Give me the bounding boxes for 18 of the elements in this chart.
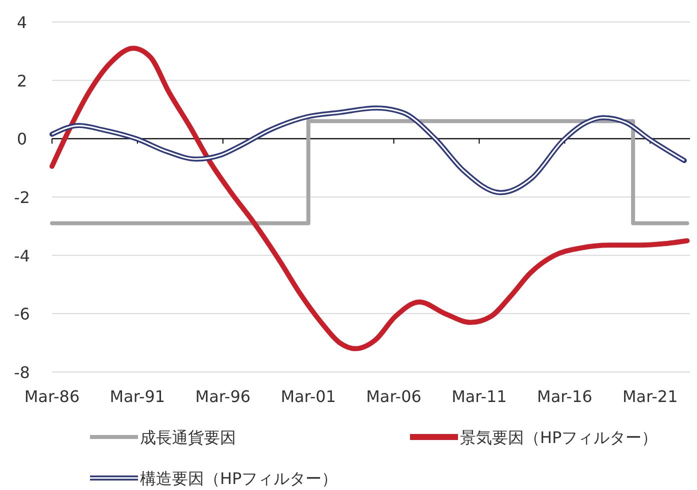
y-tick-label: -6 [14, 304, 30, 324]
x-tick-label: Mar-96 [195, 387, 251, 406]
x-tick-label: Mar-21 [622, 387, 678, 406]
y-tick-label: -8 [14, 363, 30, 382]
legend-label: 成長通貨要因 [140, 428, 236, 447]
x-tick-label: Mar-11 [452, 387, 507, 406]
x-tick-label: Mar-86 [24, 387, 80, 406]
y-tick-label: 4 [16, 13, 28, 32]
x-tick-label: Mar-01 [280, 387, 336, 406]
y-tick-label: 2 [16, 71, 28, 90]
legend-label: 景気要因（HPフィルター） [460, 428, 658, 447]
y-tick-label: 0 [16, 130, 28, 149]
y-tick-label: -2 [14, 188, 30, 207]
legend-label: 構造要因（HPフィルター） [140, 469, 338, 488]
x-tick-label: Mar-16 [537, 387, 592, 406]
y-tick-label: -4 [14, 246, 30, 266]
x-tick-label: Mar-06 [366, 387, 422, 406]
x-tick-label: Mar-91 [110, 387, 166, 406]
